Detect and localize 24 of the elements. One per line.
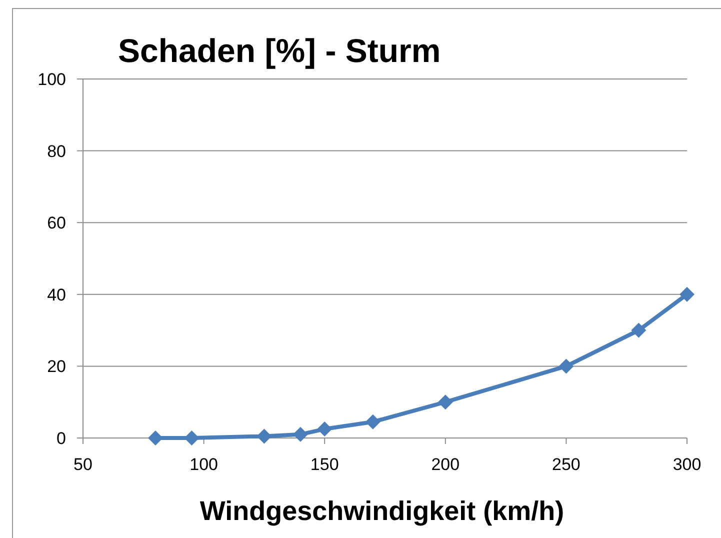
point <box>365 414 380 430</box>
x-tick-label: 150 <box>310 455 339 474</box>
point <box>184 430 200 446</box>
x-tick-label: 100 <box>190 455 218 474</box>
y-tick-label: 0 <box>56 428 66 448</box>
point <box>631 322 646 338</box>
x-tick-label: 250 <box>552 455 580 474</box>
point <box>317 422 332 437</box>
x-axis-title: Windgeschwindigkeit (km/h) <box>200 496 564 526</box>
y-tick-label: 60 <box>47 214 66 233</box>
chart-title: Schaden [%] - Sturm <box>118 32 441 69</box>
point <box>438 394 453 410</box>
point <box>680 286 694 302</box>
point <box>148 430 163 446</box>
x-tick-label: 300 <box>672 455 702 474</box>
y-tick-label: 80 <box>47 142 66 161</box>
point <box>256 428 272 444</box>
point <box>292 426 308 442</box>
y-tick-label: 40 <box>47 285 66 304</box>
x-tick-label: 50 <box>74 455 92 474</box>
y-tick-label: 100 <box>38 70 66 89</box>
x-tick-label: 200 <box>431 455 460 474</box>
point <box>558 358 574 374</box>
y-tick-label: 20 <box>47 357 66 376</box>
